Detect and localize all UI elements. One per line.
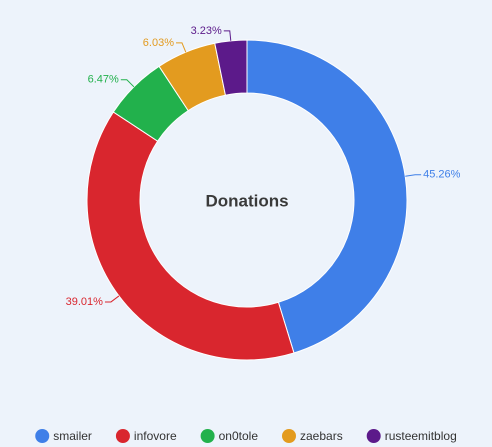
legend-label[interactable]: infovore — [134, 429, 177, 443]
legend-marker[interactable] — [282, 429, 296, 443]
value-label: 39.01% — [66, 296, 104, 308]
value-label: 3.23% — [191, 25, 222, 37]
leader-line — [175, 42, 187, 53]
value-label: 45.26% — [423, 169, 461, 181]
donut-slice — [246, 39, 408, 354]
leader-line — [104, 295, 120, 303]
donut-slice — [86, 111, 295, 361]
leader-line — [223, 30, 232, 41]
legend-marker[interactable] — [366, 429, 381, 443]
donut-slice — [214, 39, 248, 96]
leader-line — [120, 79, 135, 88]
legend-label[interactable]: rusteemitblog — [385, 429, 457, 443]
legend-marker[interactable] — [35, 429, 50, 443]
leader-line — [405, 174, 422, 177]
legend-marker[interactable] — [115, 429, 130, 443]
chart-title: Donations — [205, 191, 288, 210]
legend-label[interactable]: on0tole — [219, 429, 259, 443]
legend-label[interactable]: smailer — [53, 429, 92, 443]
value-label: 6.03% — [143, 37, 174, 49]
legend-label[interactable]: zaebars — [300, 429, 343, 443]
value-label: 6.47% — [88, 74, 119, 86]
legend-marker[interactable] — [200, 429, 215, 443]
